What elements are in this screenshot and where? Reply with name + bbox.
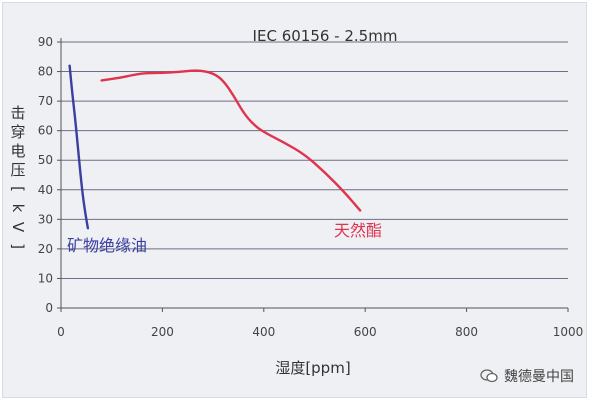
y-axis-label-char: 压 — [10, 161, 25, 179]
y-axis-label-char: [ — [9, 186, 27, 192]
x-tick-labels: 0 200 400 600 800 1000 — [57, 308, 583, 339]
series-labels: 矿物绝缘油 天然酯 — [67, 221, 382, 255]
y-tick-labels: 0 10 20 30 40 50 60 70 80 90 — [38, 35, 61, 315]
watermark-text: 魏德曼中国 — [504, 369, 574, 385]
grid-lines — [61, 41, 568, 279]
series-line-1 — [100, 69, 362, 212]
watermark: 魏德曼中国 — [480, 364, 574, 388]
y-tick-label: 30 — [38, 212, 53, 226]
x-tick-label: 1000 — [553, 325, 584, 339]
axes — [60, 38, 568, 309]
y-tick-label: 0 — [45, 301, 53, 315]
series-label-0: 矿物绝缘油 — [67, 236, 147, 255]
x-tick-label: 200 — [151, 325, 174, 339]
x-tick-label: 800 — [455, 325, 478, 339]
wechat-icon — [480, 369, 498, 383]
y-axis-label-char: 穿 — [10, 123, 25, 141]
y-axis-label-char: 电 — [10, 142, 25, 160]
y-axis-label-char: ] — [9, 243, 27, 249]
series-line-0 — [68, 64, 90, 230]
x-axis-label: 湿度[ppm] — [275, 359, 350, 377]
y-axis-label-char: k — [9, 204, 27, 213]
y-tick-label: 50 — [38, 153, 53, 167]
y-tick-label: 60 — [38, 124, 53, 138]
y-tick-label: 70 — [38, 94, 53, 108]
series-label-1: 天然酯 — [334, 221, 382, 240]
y-axis-label-char: 击 — [10, 104, 25, 122]
y-axis-label-char: V — [9, 222, 27, 233]
chart-frame — [2, 2, 587, 398]
y-tick-label: 20 — [38, 242, 53, 256]
series-lines — [68, 64, 362, 230]
x-tick-label: 400 — [252, 325, 275, 339]
x-tick-label: 0 — [57, 325, 65, 339]
y-tick-label: 40 — [38, 183, 53, 197]
y-tick-label: 10 — [38, 271, 53, 285]
chart-title: IEC 60156 - 2.5mm — [253, 27, 398, 45]
y-tick-label: 80 — [38, 65, 53, 79]
y-tick-label: 90 — [38, 35, 53, 49]
x-tick-label: 600 — [354, 325, 377, 339]
